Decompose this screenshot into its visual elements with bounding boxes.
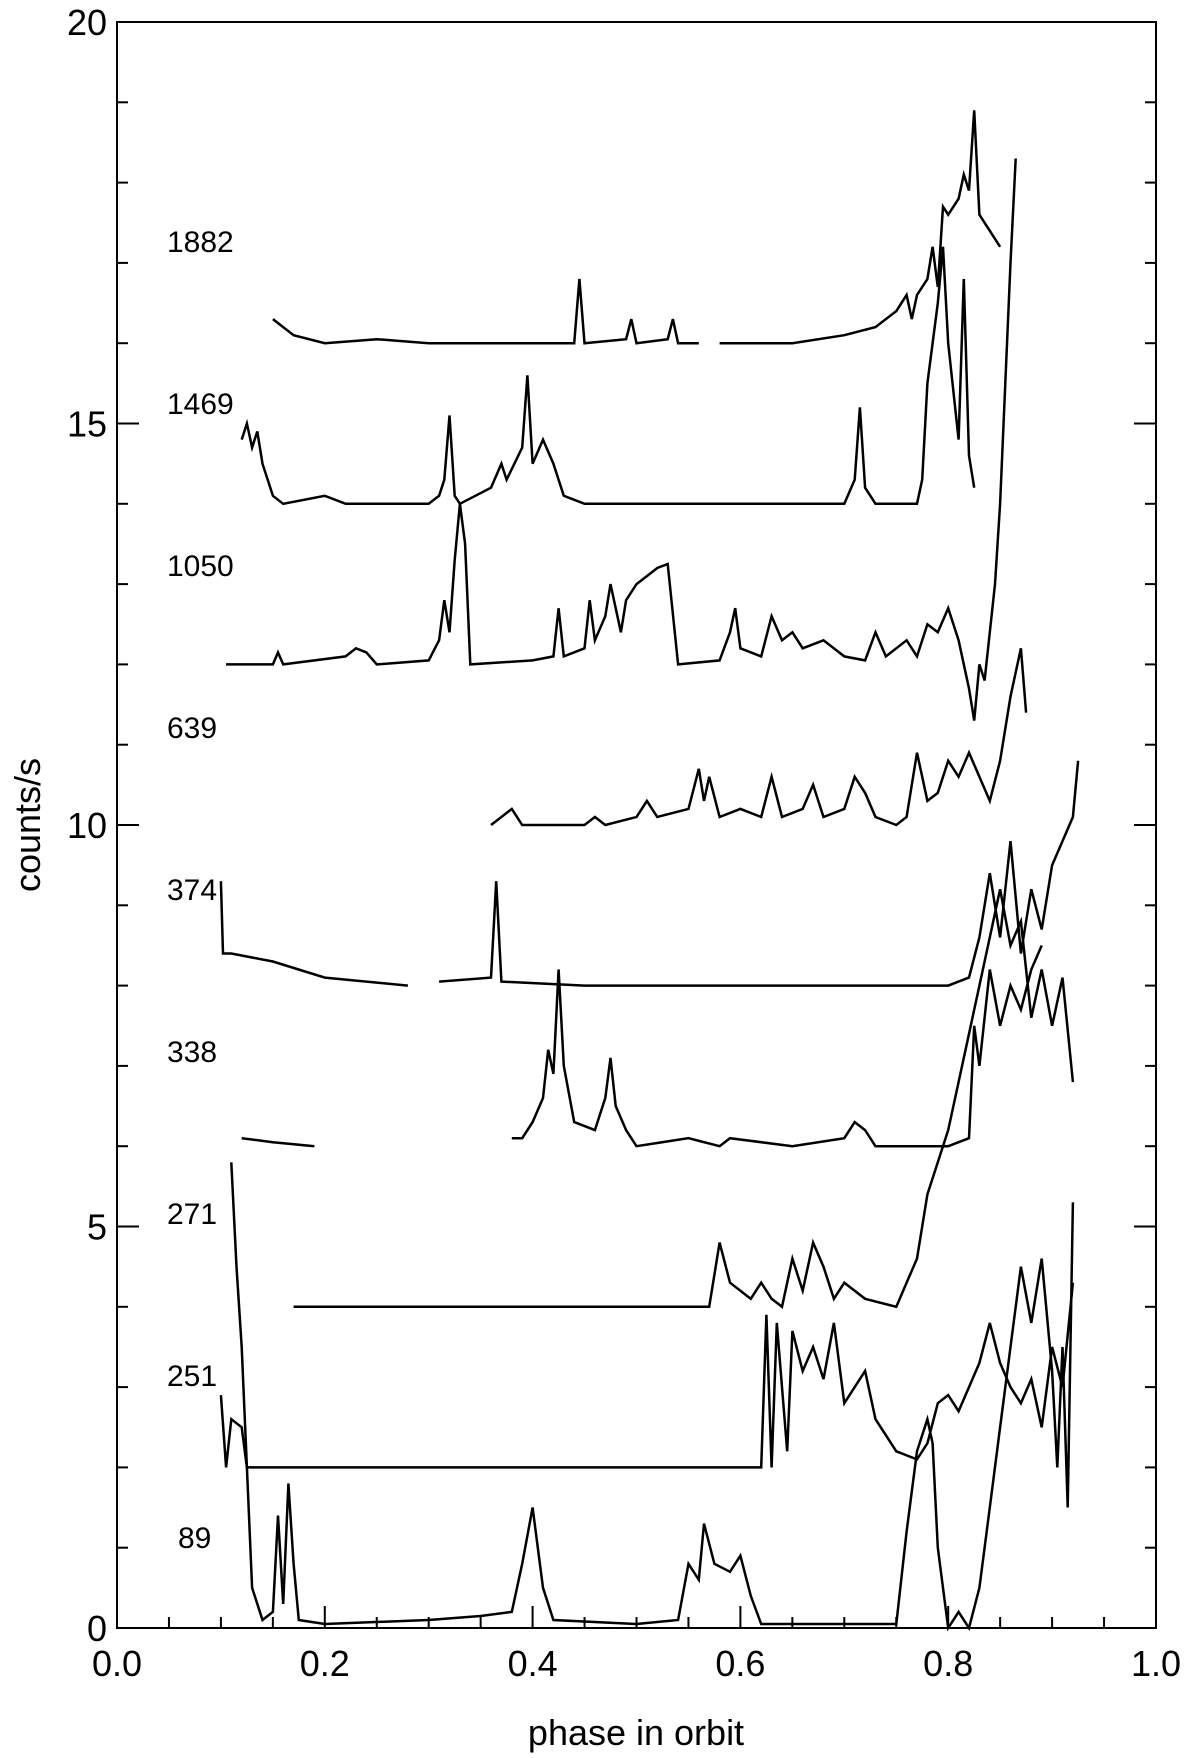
x-tick-label: 0.6 <box>715 1643 765 1684</box>
series-label: 1050 <box>167 550 234 583</box>
y-tick-label: 5 <box>87 1207 107 1248</box>
series-label: 89 <box>178 1522 211 1555</box>
light-curve <box>230 1162 1075 1632</box>
series-label: 251 <box>167 1360 217 1393</box>
series-label: 1469 <box>167 388 234 421</box>
series-label: 639 <box>167 712 217 745</box>
x-tick-label: 0.0 <box>92 1643 142 1684</box>
light-curve <box>293 888 1075 1309</box>
light-curve <box>226 158 1017 721</box>
x-axis-label: phase in orbit <box>528 1712 744 1753</box>
x-tick-label: 0.8 <box>923 1643 973 1684</box>
x-tick-label: 0.4 <box>508 1643 558 1684</box>
x-tick-label: 1.0 <box>1131 1643 1181 1684</box>
series-label: 1882 <box>167 226 234 259</box>
series-label: 374 <box>167 874 217 907</box>
x-tick-label: 0.2 <box>300 1643 350 1684</box>
series-label: 271 <box>167 1198 217 1231</box>
y-tick-label: 10 <box>67 805 107 846</box>
y-tick-label: 20 <box>67 2 107 43</box>
y-tick-label: 0 <box>87 1608 107 1649</box>
light-curve <box>219 760 1080 987</box>
light-curve <box>240 246 976 506</box>
light-curve <box>219 1282 1075 1469</box>
light-curve <box>490 648 1028 827</box>
light-curve <box>241 945 1043 1148</box>
y-tick-label: 15 <box>67 404 107 445</box>
plot-frame <box>116 21 1157 1629</box>
light-curve <box>272 110 1002 345</box>
y-axis-label: counts/s <box>7 758 48 892</box>
series-label: 338 <box>167 1036 217 1069</box>
